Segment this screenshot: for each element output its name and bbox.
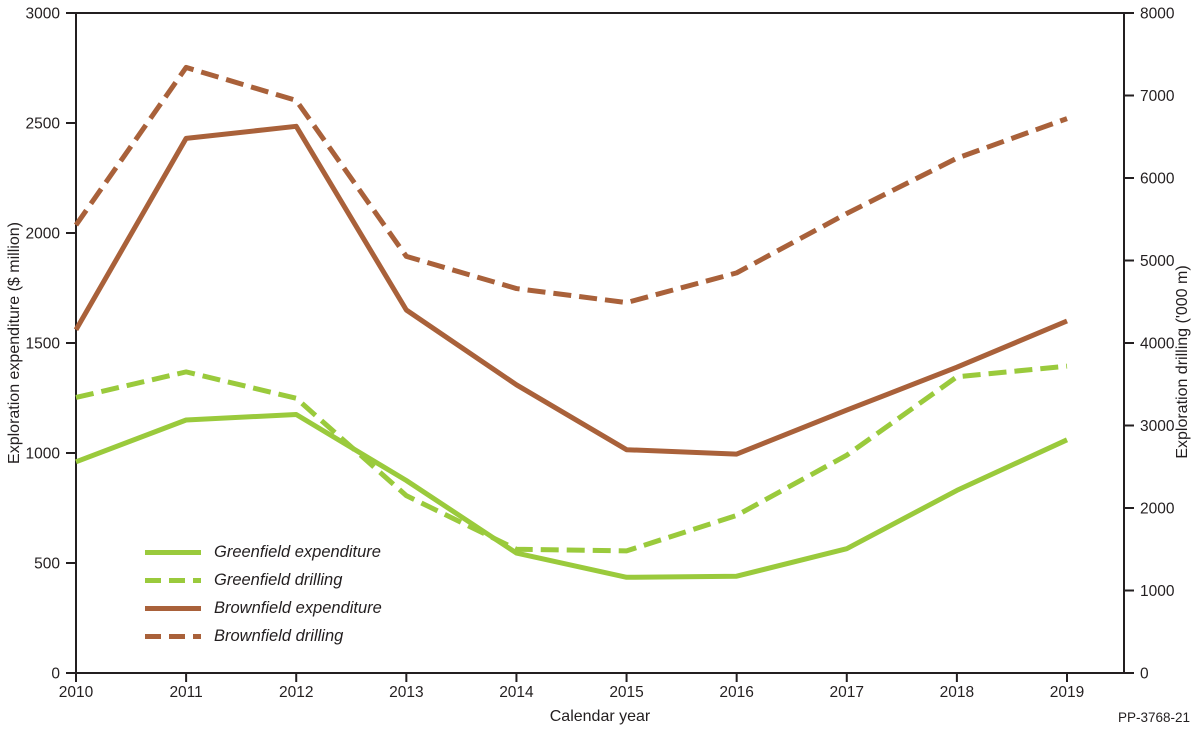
x-axis-tick-label: 2011 xyxy=(169,684,202,701)
left-axis-tick-label: 2000 xyxy=(26,226,61,243)
series-line-brownfield-drilling xyxy=(73,64,1068,306)
x-axis-tick-label: 2013 xyxy=(389,684,423,701)
legend-label: Brownfield drilling xyxy=(214,627,344,646)
legend-item-greenfield-expenditure: Greenfield expenditure xyxy=(145,541,382,563)
legend-item-greenfield-drilling: Greenfield drilling xyxy=(145,569,382,591)
right-axis-tick-label: 8000 xyxy=(1140,6,1175,23)
legend-item-brownfield-expenditure: Brownfield expenditure xyxy=(145,598,382,620)
legend: Greenfield expenditure Greenfield drillin… xyxy=(145,541,382,654)
figure-code-label: PP-3768-21 xyxy=(1117,710,1190,725)
legend-item-brownfield-drilling: Brownfield drilling xyxy=(145,626,382,648)
x-axis-tick-label: 2015 xyxy=(609,684,643,701)
right-axis-tick-label: 1000 xyxy=(1140,583,1175,600)
legend-label: Greenfield drilling xyxy=(214,570,343,589)
right-axis-tick-label: 3000 xyxy=(1140,418,1175,435)
x-axis-tick-label: 2017 xyxy=(830,684,864,701)
left-axis-tick-label: 0 xyxy=(51,666,60,683)
x-axis-tick-label: 2019 xyxy=(1050,684,1084,701)
x-axis-tick-label: 2016 xyxy=(719,684,753,701)
left-axis-tick-label: 1000 xyxy=(26,446,61,463)
right-axis-tick-label: 5000 xyxy=(1140,253,1175,270)
x-axis-tick-label: 2014 xyxy=(499,684,534,701)
left-axis-tick-label: 2500 xyxy=(26,116,61,133)
x-axis-tick-label: 2012 xyxy=(279,684,313,701)
legend-label: Greenfield expenditure xyxy=(214,542,381,561)
series-line-greenfield-drilling xyxy=(75,363,1068,554)
legend-label: Brownfield expenditure xyxy=(214,599,382,618)
right-axis-tick-label: 0 xyxy=(1140,666,1149,683)
series-line-brownfield-expenditure xyxy=(73,123,1068,457)
y-axis-title-right: Exploration drilling ('000 m) xyxy=(1174,265,1191,459)
right-axis-tick-label: 4000 xyxy=(1140,336,1175,353)
right-axis-tick-label: 6000 xyxy=(1140,171,1175,188)
x-axis-tick-label: 2010 xyxy=(59,684,94,701)
legend-line-solid-brownfield-expenditure xyxy=(145,606,201,612)
left-axis-tick-label: 3000 xyxy=(26,6,61,23)
left-axis-tick-label: 500 xyxy=(34,556,60,573)
x-axis-tick-label: 2018 xyxy=(940,684,974,701)
legend-line-solid-greenfield-expenditure xyxy=(145,549,201,555)
left-axis-tick-label: 1500 xyxy=(26,336,61,353)
right-axis-tick-label: 7000 xyxy=(1140,88,1175,105)
legend-line-dashed-brownfield-drilling xyxy=(145,634,201,640)
x-axis-title: Calendar year xyxy=(549,708,651,725)
series-line-greenfield-expenditure xyxy=(75,412,1069,580)
right-axis-tick-label: 2000 xyxy=(1140,501,1175,518)
legend-line-dashed-greenfield-drilling xyxy=(145,577,201,583)
y-axis-title-left: Exploration expenditure ($ million) xyxy=(6,222,23,464)
